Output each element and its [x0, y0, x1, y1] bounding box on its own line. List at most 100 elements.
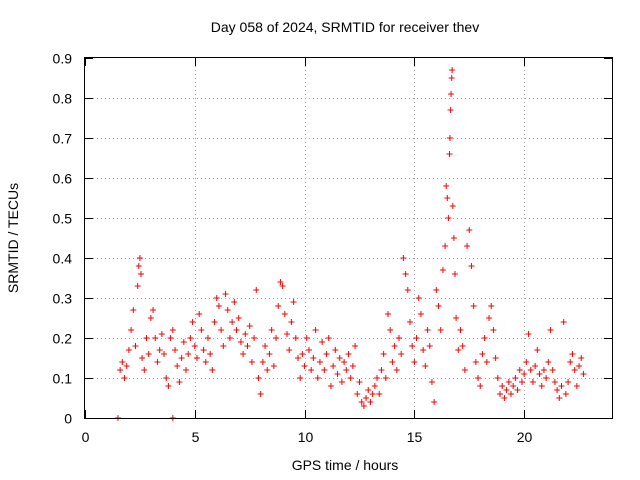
data-point	[442, 243, 449, 249]
data-point	[341, 359, 348, 365]
data-point	[347, 375, 354, 381]
data-point	[527, 367, 534, 373]
data-point	[354, 391, 361, 397]
data-point	[310, 355, 317, 361]
y-tick-label: 0.6	[53, 171, 73, 187]
data-point	[433, 287, 440, 293]
data-point	[301, 363, 308, 369]
data-point	[119, 359, 126, 365]
data-point	[185, 351, 192, 357]
data-point	[382, 375, 389, 381]
y-tick-label: 0.7	[53, 131, 73, 147]
x-tick-labels: 0 5 10 15 20	[82, 429, 533, 445]
data-point	[360, 403, 367, 409]
data-point	[154, 359, 161, 365]
data-point	[534, 347, 541, 353]
data-point	[371, 383, 378, 389]
data-point	[578, 355, 585, 361]
y-tick-label: 0	[64, 411, 72, 427]
data-point	[299, 351, 306, 357]
data-point	[123, 363, 130, 369]
data-point	[325, 335, 332, 341]
data-point	[556, 395, 563, 401]
data-point	[549, 367, 556, 373]
data-point	[424, 327, 431, 333]
data-point	[255, 375, 262, 381]
data-point	[426, 343, 433, 349]
data-point	[172, 347, 179, 353]
x-tick-label: 10	[298, 429, 314, 445]
data-point	[200, 347, 207, 353]
data-point	[288, 319, 295, 325]
data-point	[327, 383, 334, 389]
data-point	[413, 335, 420, 341]
data-point	[446, 135, 453, 141]
data-point	[540, 367, 547, 373]
x-axis-label: GPS time / hours	[292, 457, 399, 473]
data-point	[459, 343, 466, 349]
data-point	[246, 323, 253, 329]
y-tick-label: 0.8	[53, 91, 73, 107]
data-point	[445, 215, 452, 221]
data-point	[273, 335, 280, 341]
data-point	[193, 355, 200, 361]
data-point	[352, 343, 359, 349]
data-point	[268, 327, 275, 333]
data-point	[209, 367, 216, 373]
data-point	[191, 343, 198, 349]
data-point	[453, 315, 460, 321]
data-point	[266, 351, 273, 357]
data-point	[303, 335, 310, 341]
x-tick-label: 15	[407, 429, 423, 445]
data-point	[215, 303, 222, 309]
data-point	[174, 363, 181, 369]
data-point	[393, 367, 400, 373]
data-point	[161, 351, 168, 357]
data-point	[136, 255, 143, 261]
data-point	[297, 375, 304, 381]
data-point	[455, 347, 462, 353]
data-point	[130, 307, 137, 313]
y-tick-label: 0.5	[53, 211, 73, 227]
data-point	[369, 391, 376, 397]
data-point	[475, 375, 482, 381]
y-tick-label: 0.2	[53, 331, 73, 347]
data-point	[213, 295, 220, 301]
data-point	[204, 335, 211, 341]
data-point	[545, 359, 552, 365]
data-point	[507, 391, 514, 397]
data-point	[406, 319, 413, 325]
data-point	[336, 355, 343, 361]
data-point	[211, 319, 218, 325]
data-point	[400, 255, 407, 261]
data-point	[262, 343, 269, 349]
data-point	[264, 367, 271, 373]
data-point	[356, 379, 363, 385]
data-point	[472, 359, 479, 365]
data-point	[132, 343, 139, 349]
chart-title: Day 058 of 2024, SRMTID for receiver the…	[211, 19, 479, 35]
data-point	[551, 379, 558, 385]
y-tick-label: 0.9	[53, 51, 73, 67]
x-tick-label: 5	[192, 429, 200, 445]
data-point	[286, 347, 293, 353]
data-point	[135, 263, 142, 269]
data-point	[536, 371, 543, 377]
data-point	[305, 347, 312, 353]
axis-ticks	[85, 58, 612, 419]
data-point	[240, 351, 247, 357]
data-point	[448, 75, 455, 81]
data-point	[343, 367, 350, 373]
data-point	[156, 347, 163, 353]
data-point	[449, 203, 456, 209]
data-point	[573, 383, 580, 389]
data-point	[547, 327, 554, 333]
data-point	[466, 227, 473, 233]
data-point	[376, 391, 383, 397]
data-points	[114, 67, 587, 421]
data-point	[294, 355, 301, 361]
data-point	[198, 327, 205, 333]
data-point	[145, 351, 152, 357]
data-point	[277, 279, 284, 285]
